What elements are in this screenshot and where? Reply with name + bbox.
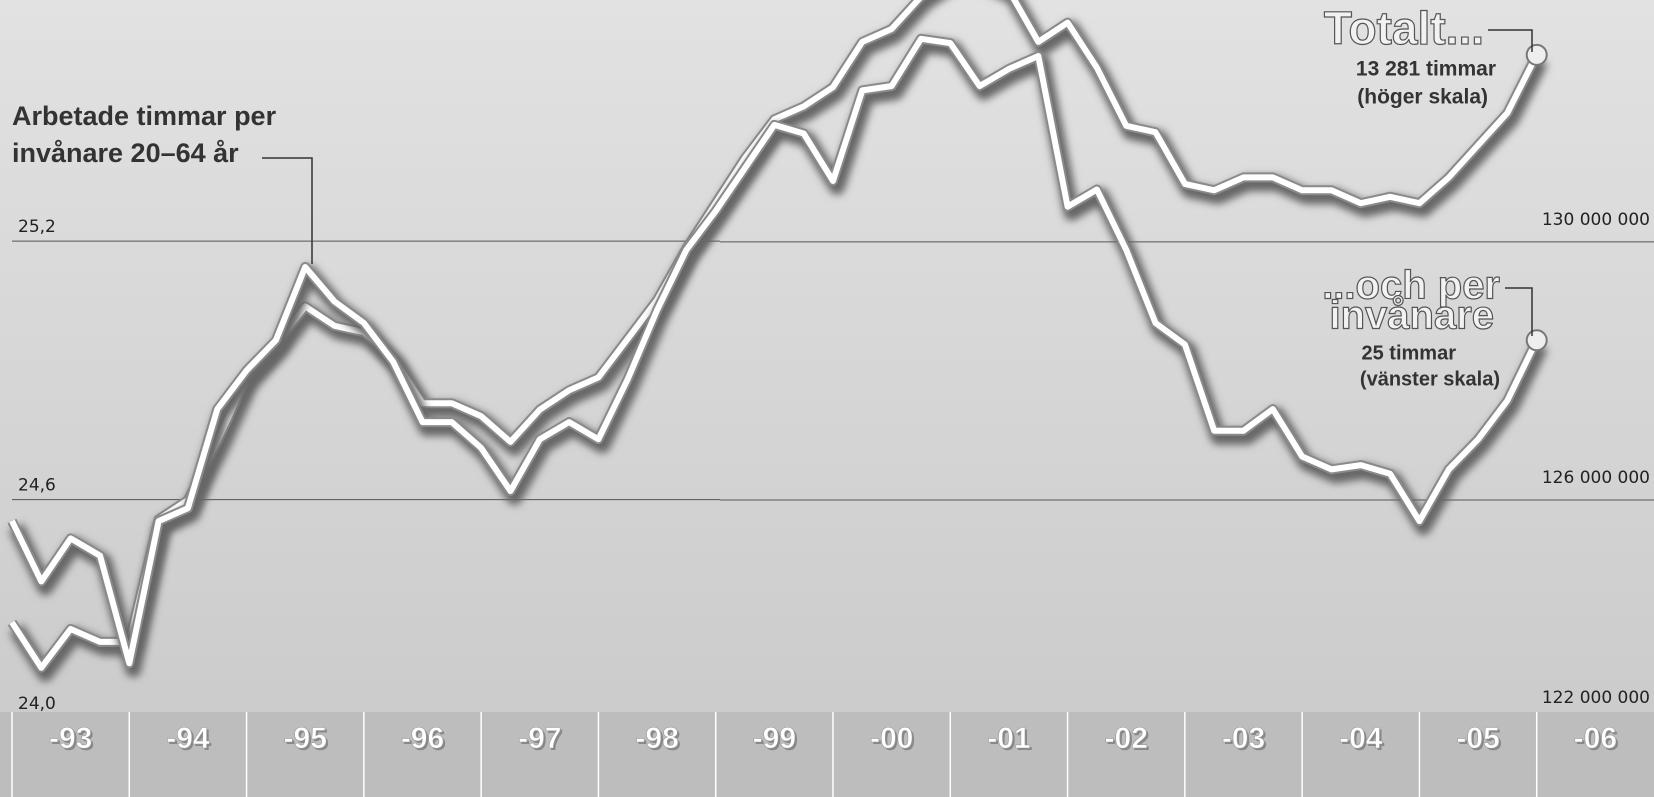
- y-tick-label: 25,2: [18, 217, 56, 237]
- x-tick-label-shadow: -93: [51, 724, 94, 757]
- end-marker: [1525, 329, 1548, 352]
- x-tick-label-shadow: -98: [637, 724, 680, 757]
- annotation: invånare: [1329, 294, 1494, 338]
- x-tick-label: -02: [1105, 722, 1148, 755]
- x-tick-label-shadow: -01: [989, 724, 1032, 757]
- leader-line: [262, 157, 313, 264]
- x-tick-label: -04: [1339, 722, 1383, 755]
- x-tick-label: -03: [1222, 722, 1265, 755]
- x-tick-label-shadow: -06: [1576, 724, 1619, 757]
- y2-tick-label: 122 000 000: [1542, 688, 1650, 708]
- x-tick-label-shadow: -95: [286, 724, 329, 757]
- axes: -93-93 -94-94 -95-95 -96-96 -97-97 -98-98 -99-…: [11, 712, 1619, 797]
- x-tick-label-shadow: -99: [755, 724, 798, 757]
- x-tick-label: -97: [518, 722, 561, 755]
- annotations: Arbetade timmar per invånare 20–64 år Tota…: [12, 2, 1533, 390]
- x-tick-label: -00: [870, 722, 913, 755]
- annotation: 13 281 timmar: [1356, 58, 1496, 81]
- x-tick-label-shadow: -03: [1224, 724, 1267, 757]
- x-tick-label-shadow: -96: [403, 724, 446, 757]
- annotation: 25 timmar: [1362, 342, 1457, 364]
- x-tick-label: -96: [401, 722, 444, 755]
- x-tick-label-shadow: -05: [1458, 724, 1501, 757]
- x-tick-label: -06: [1574, 722, 1617, 755]
- x-tick-label-shadow: -00: [872, 724, 915, 757]
- annotation: ...och per: [1322, 264, 1500, 308]
- y-tick-label: 24,6: [18, 476, 56, 496]
- x-tick-label: -93: [49, 722, 92, 755]
- end-marker: [1525, 43, 1548, 66]
- y2-tick-label: 126 000 000: [1542, 468, 1650, 488]
- annotation: invånare 20–64 år: [12, 138, 239, 168]
- x-tick-label-shadow: -94: [168, 724, 212, 757]
- year-strip: [0, 712, 1654, 797]
- annotation: (höger skala): [1357, 86, 1488, 109]
- x-tick-label-shadow: -04: [1341, 724, 1385, 757]
- x-tick-label: -05: [1456, 722, 1499, 755]
- x-tick-label: -98: [635, 722, 678, 755]
- x-tick-label-shadow: -97: [520, 724, 563, 757]
- annotation: Arbetade timmar per: [12, 101, 277, 131]
- x-tick-label-shadow: -02: [1107, 724, 1150, 757]
- x-tick-label: -94: [166, 722, 210, 755]
- line: [9, 35, 1540, 667]
- leader-line: [1505, 287, 1533, 336]
- lines: [7, 0, 1548, 682]
- annotation: Totalt...: [1324, 2, 1484, 54]
- x-tick-label: -95: [284, 722, 327, 755]
- x-tick-label: -99: [753, 722, 796, 755]
- x-tick-label: -01: [987, 722, 1030, 755]
- y2-tick-label: 130 000 000: [1542, 210, 1650, 230]
- y-tick-label: 24,0: [18, 694, 56, 714]
- annotation: (vänster skala): [1360, 368, 1500, 390]
- leader-line: [1488, 29, 1533, 52]
